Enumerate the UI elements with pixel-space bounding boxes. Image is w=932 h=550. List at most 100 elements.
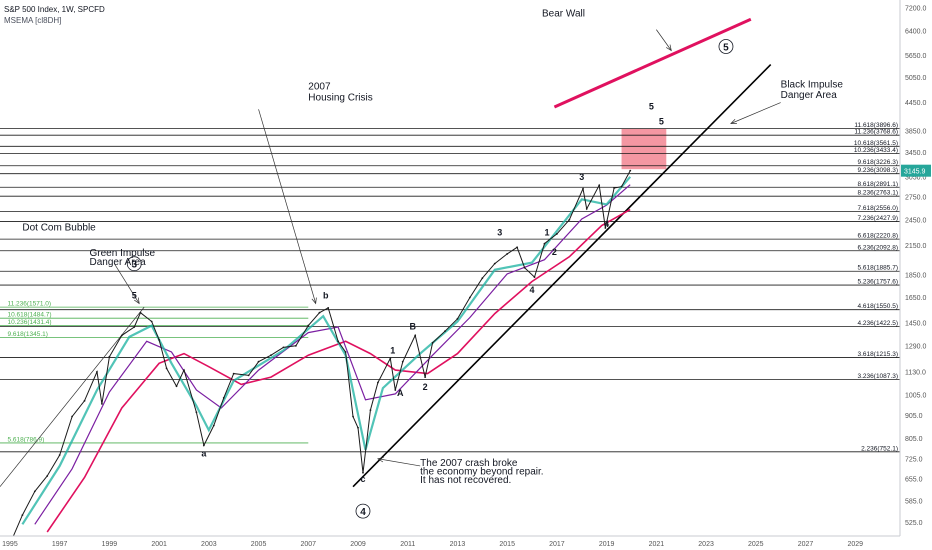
black-impulse-line — [352, 63, 772, 488]
target-box — [621, 128, 667, 170]
fib-level-label: 9.618(3226.3) — [858, 159, 898, 166]
symbol-title: S&P 500 Index, 1W, SPCFD — [4, 5, 105, 14]
price-point — [257, 360, 260, 363]
wave-label: a — [201, 448, 207, 458]
price-point — [613, 187, 615, 189]
wave-label: B — [409, 322, 416, 332]
x-tick-label: 2003 — [201, 541, 217, 548]
wave-label: 3 — [497, 228, 502, 238]
wave-label-circle — [355, 503, 371, 519]
price-point — [414, 334, 417, 337]
x-tick-label: 2005 — [251, 541, 267, 548]
price-point — [101, 402, 103, 405]
price-point — [506, 252, 509, 255]
y-tick-label: 585.0 — [905, 499, 923, 506]
price-point — [307, 324, 310, 327]
fib-level-label: 2.236(752.1) — [861, 445, 898, 452]
y-tick-label: 1005.0 — [905, 392, 927, 399]
annotation-arrow-shaft — [258, 109, 317, 304]
annotation-text: the economy beyond repair. — [420, 467, 543, 478]
price-point — [629, 169, 632, 172]
green-fib-level-label: 9.618(1345.1) — [7, 331, 47, 338]
annotation-text: 2007 — [308, 82, 331, 93]
price-point — [516, 246, 519, 249]
wave-label: 5 — [723, 42, 729, 53]
price-point — [96, 370, 98, 373]
wave-label: 3 — [131, 260, 137, 271]
fast-ema-line — [21, 176, 632, 525]
price-point — [493, 262, 496, 265]
annotation-text: Bear Wall — [542, 8, 585, 19]
fib-level-label: 11.618(3896.6) — [854, 122, 898, 129]
price-point — [150, 320, 153, 323]
x-tick-label: 1995 — [2, 541, 18, 548]
price-point — [318, 311, 321, 314]
wave-label: 4 — [530, 285, 535, 295]
x-tick-label: 2013 — [450, 541, 466, 548]
y-tick-label: 2750.0 — [905, 195, 927, 202]
x-tick-label: 2021 — [649, 541, 665, 548]
price-point — [352, 415, 354, 418]
price-point — [83, 399, 86, 402]
x-tick-label: 1999 — [102, 541, 118, 548]
fib-level-label: 6.618(2220.8) — [858, 233, 898, 240]
annotation-text: Black Impulse — [781, 80, 844, 91]
annotation-arrow-shaft — [730, 102, 781, 124]
y-tick-label: 905.0 — [905, 413, 923, 420]
wave-label: 5 — [132, 291, 137, 301]
price-point — [620, 185, 623, 188]
price-point — [33, 490, 36, 493]
wave-label: c — [360, 474, 365, 484]
x-tick-label: 2027 — [798, 541, 814, 548]
x-tick-label: 2001 — [151, 541, 167, 548]
annotation-text: It has not recovered. — [420, 475, 511, 486]
price-point — [222, 396, 225, 399]
last-price-badge — [901, 164, 931, 177]
price-point — [431, 341, 434, 344]
wave-label: 1 — [390, 346, 395, 356]
price-point — [389, 357, 392, 360]
price-point — [46, 475, 49, 477]
annotation-arrow-head — [377, 457, 384, 463]
y-tick-label: 7200.0 — [905, 6, 927, 13]
price-point — [247, 374, 250, 377]
y-tick-label: 1850.0 — [905, 272, 927, 279]
green-impulse-line — [0, 306, 145, 487]
price-point — [604, 227, 607, 229]
y-tick-label: 2150.0 — [905, 243, 927, 250]
annotation-text: Danger Area — [781, 90, 838, 101]
price-layer — [9, 169, 632, 546]
trend-lines-layer — [0, 17, 772, 488]
price-point — [282, 346, 285, 349]
wave-label: 5 — [649, 101, 654, 111]
price-point — [468, 296, 471, 299]
fib-level-label: 4.618(1550.5) — [858, 303, 898, 310]
price-point — [165, 367, 168, 370]
price-point — [456, 317, 459, 320]
price-point — [344, 351, 347, 353]
fib-level-label: 8.236(2763.1) — [858, 190, 898, 197]
x-tick-label: 1997 — [52, 541, 68, 548]
price-point — [582, 187, 584, 190]
annotation-arrow-shaft — [377, 458, 421, 467]
wave-label-circle — [126, 256, 142, 272]
price-point — [481, 277, 484, 280]
fib-level-label: 9.236(3098.3) — [858, 167, 898, 174]
green-fib-level-label: 10.236(1431.4) — [7, 319, 51, 326]
price-point — [533, 276, 536, 279]
price-point — [444, 330, 446, 333]
annotation-arrow-shaft — [656, 29, 672, 51]
wave-label: 3 — [579, 172, 584, 182]
wave-label: A — [397, 388, 404, 398]
y-tick-label: 655.0 — [905, 476, 923, 483]
chart-header: S&P 500 Index, 1W, SPCFD MSEMA [cl8DH] — [4, 4, 105, 26]
y-tick-label: 6400.0 — [905, 29, 927, 36]
x-tick-label: 2007 — [300, 541, 316, 548]
wave-label: 2 — [552, 247, 557, 257]
wave-label: 4 — [604, 219, 609, 229]
green-fib-level-label: 10.618(1484.7) — [7, 312, 51, 319]
y-axis-background — [900, 0, 932, 550]
